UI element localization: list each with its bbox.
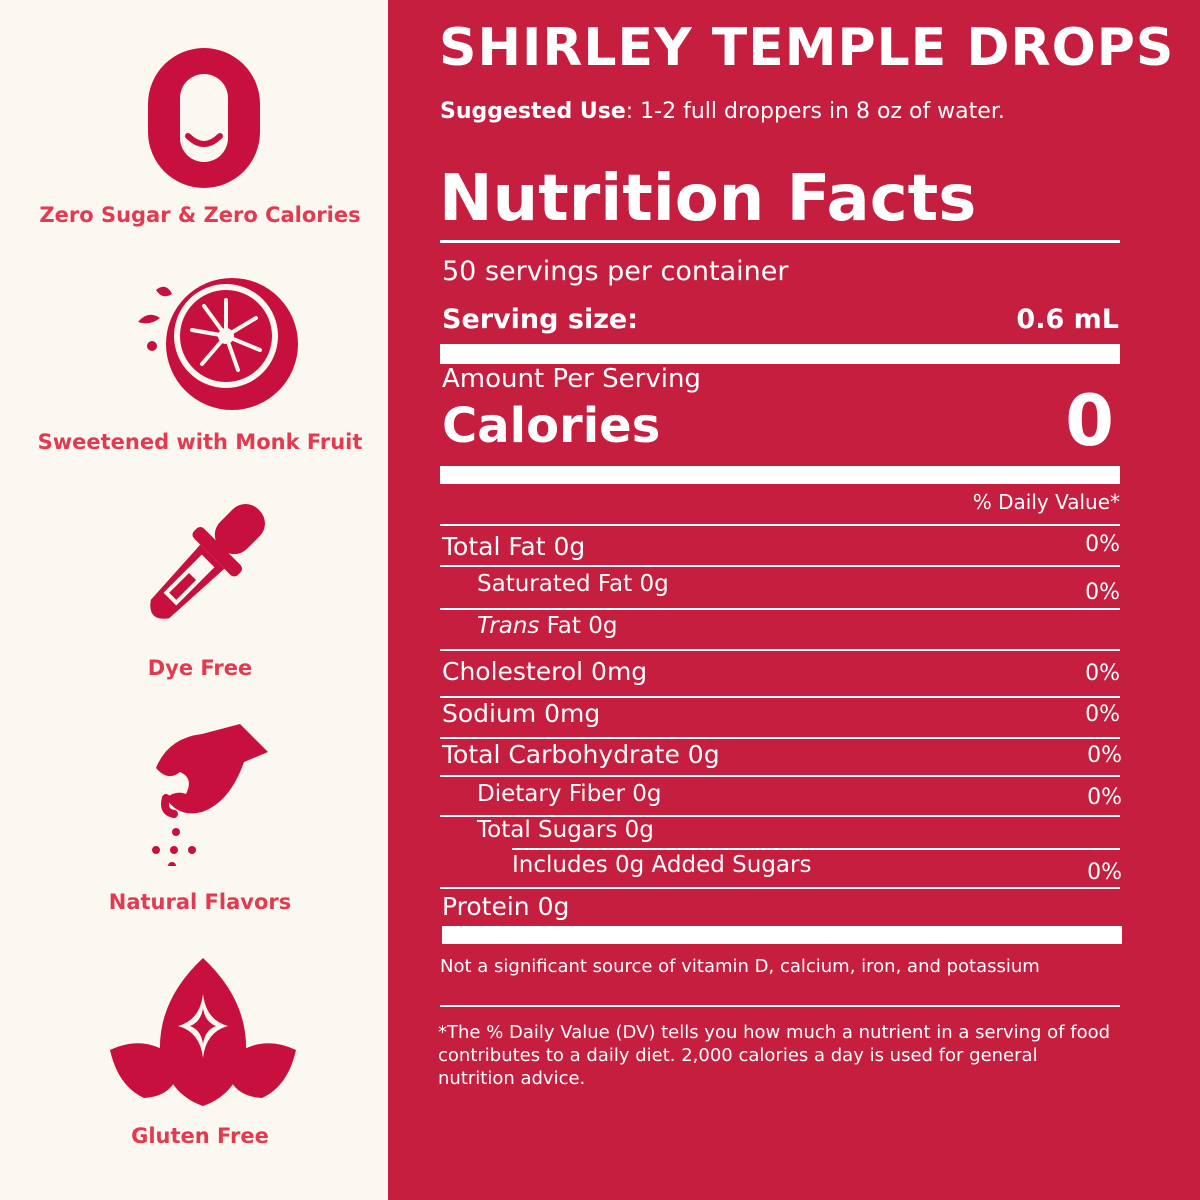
dv-sodium: 0% [1085,702,1120,727]
servings-per-container: 50 servings per container [442,256,789,287]
product-title: SHIRLEY TEMPLE DROPS [439,18,1175,78]
divider [512,848,1120,850]
thick-divider [440,344,1120,364]
divider [440,240,1120,243]
medium-divider [440,466,1120,484]
nutrient-dietary-fiber: Dietary Fiber 0g [477,781,662,807]
wheat-free-leaf-icon [110,958,296,1106]
divider [440,608,1120,610]
nutrient-total-sugars: Total Sugars 0g [477,817,654,843]
nutrient-added-sugars: Includes 0g Added Sugars [512,852,812,878]
nutrient-cholesterol: Cholesterol 0mg [442,657,648,686]
divider [440,887,1120,889]
divider [440,775,1120,777]
nutrient-trans-fat: Trans Fat 0g [477,613,617,639]
suggested-use-label: Suggested Use [440,99,626,124]
suggested-use: Suggested Use: 1-2 full droppers in 8 oz… [440,99,1005,124]
amount-per-serving: Amount Per Serving [442,364,701,394]
dv-total-fat: 0% [1085,532,1120,557]
nutrient-sodium: Sodium 0mg [442,699,601,728]
nutrition-facts-heading: Nutrition Facts [439,162,977,236]
dv-saturated-fat: 0% [1085,580,1120,605]
divider [440,696,1120,698]
calories-label: Calories [442,398,661,454]
divider [440,565,1120,567]
dv-total-carbohydrate: 0% [1087,743,1122,768]
trans-italic: Trans [477,613,540,639]
feature-column: Zero Sugar & Zero Calories Sweetened wit… [0,0,388,1200]
divider [440,1005,1120,1007]
pinch-flavor-icon [152,724,268,866]
suggested-use-text: : 1-2 full droppers in 8 oz of water. [625,99,1005,124]
calories-value: 0 [1065,380,1114,462]
feature-label-zero: Zero Sugar & Zero Calories [39,203,361,227]
dv-dietary-fiber: 0% [1087,785,1122,810]
nutrient-saturated-fat: Saturated Fat 0g [477,571,669,597]
feature-label-gluten-free: Gluten Free [131,1124,269,1148]
dv-cholesterol: 0% [1085,661,1120,686]
feature-label-monk-fruit: Sweetened with Monk Fruit [37,430,363,454]
thick-divider [442,926,1122,944]
divider [440,737,1120,739]
divider [440,524,1120,526]
feature-label-dye-free: Dye Free [147,656,253,680]
daily-value-footnote: *The % Daily Value (DV) tells you how mu… [438,1022,1111,1089]
dropper-icon [150,504,265,619]
trans-rest: Fat 0g [539,613,618,639]
zero-smile-icon [148,48,260,188]
nutrition-panel: SHIRLEY TEMPLE DROPS Suggested Use: 1-2 … [388,0,1200,1200]
nutrient-protein: Protein 0g [442,892,570,921]
feature-label-natural-flavors: Natural Flavors [108,890,292,914]
divider [440,815,1120,817]
serving-size-label: Serving size: [442,304,639,335]
divider [440,649,1120,651]
nutrient-total-fat: Total Fat 0g [442,532,586,561]
monk-fruit-icon [138,278,298,410]
nutrient-total-carbohydrate: Total Carbohydrate 0g [442,740,720,769]
serving-size-value: 0.6 mL [1016,304,1119,335]
dv-added-sugars: 0% [1087,860,1122,885]
daily-value-header: % Daily Value* [972,490,1120,514]
not-significant-note: Not a significant source of vitamin D, c… [440,956,1040,977]
